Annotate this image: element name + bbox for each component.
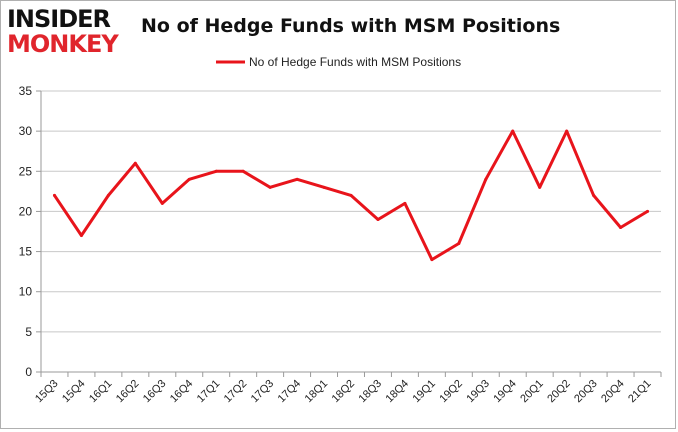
x-tick-label: 15Q3 <box>33 378 61 406</box>
data-point <box>538 185 542 189</box>
y-tick-label: 30 <box>19 124 33 138</box>
x-tick-label: 17Q4 <box>276 378 304 406</box>
x-tick-label: 16Q1 <box>87 378 115 406</box>
x-tick-label: 16Q3 <box>141 378 169 406</box>
gridlines <box>41 90 661 333</box>
logo-line-2: MONKEY <box>7 30 119 58</box>
x-tick-label: 18Q3 <box>357 378 385 406</box>
x-tick-label: 16Q2 <box>114 378 142 406</box>
data-point <box>619 225 623 229</box>
data-point <box>376 217 380 221</box>
data-point <box>349 193 353 197</box>
data-point <box>268 185 272 189</box>
y-tick-label: 0 <box>25 365 32 379</box>
y-tick-label: 20 <box>19 204 33 218</box>
x-tick-label: 17Q2 <box>222 378 250 406</box>
x-tick-label: 15Q4 <box>60 378 88 406</box>
x-tick-label: 17Q3 <box>249 378 277 406</box>
data-point <box>457 242 461 246</box>
x-tick-label: 18Q4 <box>384 378 412 406</box>
x-tick-label: 19Q1 <box>410 378 438 406</box>
y-axis-ticks: 0 5 10 15 20 25 30 35 <box>19 84 41 379</box>
x-tick-label: 21Q1 <box>626 378 654 406</box>
logo-line-1: INSIDER <box>7 5 111 33</box>
data-point <box>484 177 488 181</box>
chart-title: No of Hedge Funds with MSM Positions <box>141 15 561 37</box>
x-tick-label: 16Q4 <box>168 378 196 406</box>
data-point <box>295 177 299 181</box>
data-point <box>511 129 515 133</box>
insider-monkey-logo: INSIDER MONKEY <box>7 5 127 57</box>
series-layer <box>52 129 650 262</box>
x-tick-label: 19Q2 <box>437 378 465 406</box>
x-tick-label: 20Q1 <box>518 378 546 406</box>
x-axis-ticks: 15Q3 15Q4 16Q1 16Q2 16Q3 16Q4 17Q1 17Q2 17Q3 17Q4… <box>33 372 662 406</box>
data-point <box>322 185 326 189</box>
data-point <box>187 177 191 181</box>
x-tick-label: 20Q4 <box>599 378 627 406</box>
data-point <box>79 234 83 238</box>
x-tick-label: 18Q2 <box>330 378 358 406</box>
data-point <box>106 193 110 197</box>
legend: No of Hedge Funds with MSM Positions <box>216 55 461 69</box>
y-tick-label: 35 <box>19 84 33 98</box>
x-tick-label: 18Q1 <box>303 378 331 406</box>
data-point <box>133 161 137 165</box>
x-tick-label: 17Q1 <box>195 378 223 406</box>
x-tick-label: 19Q4 <box>491 378 519 406</box>
data-point <box>241 169 245 173</box>
data-point <box>52 193 56 197</box>
data-point <box>160 201 164 205</box>
y-tick-label: 10 <box>19 285 33 299</box>
y-tick-label: 5 <box>25 325 32 339</box>
x-tick-label: 19Q3 <box>464 378 492 406</box>
data-point <box>403 201 407 205</box>
x-tick-label: 20Q3 <box>572 378 600 406</box>
data-point <box>565 129 569 133</box>
data-point <box>214 169 218 173</box>
legend-label: No of Hedge Funds with MSM Positions <box>249 55 461 69</box>
data-point <box>430 258 434 262</box>
x-tick-label: 20Q2 <box>545 378 573 406</box>
y-tick-label: 25 <box>19 164 33 178</box>
y-tick-label: 15 <box>19 245 33 259</box>
axes <box>40 91 661 373</box>
data-point <box>592 193 596 197</box>
data-point <box>646 209 650 213</box>
